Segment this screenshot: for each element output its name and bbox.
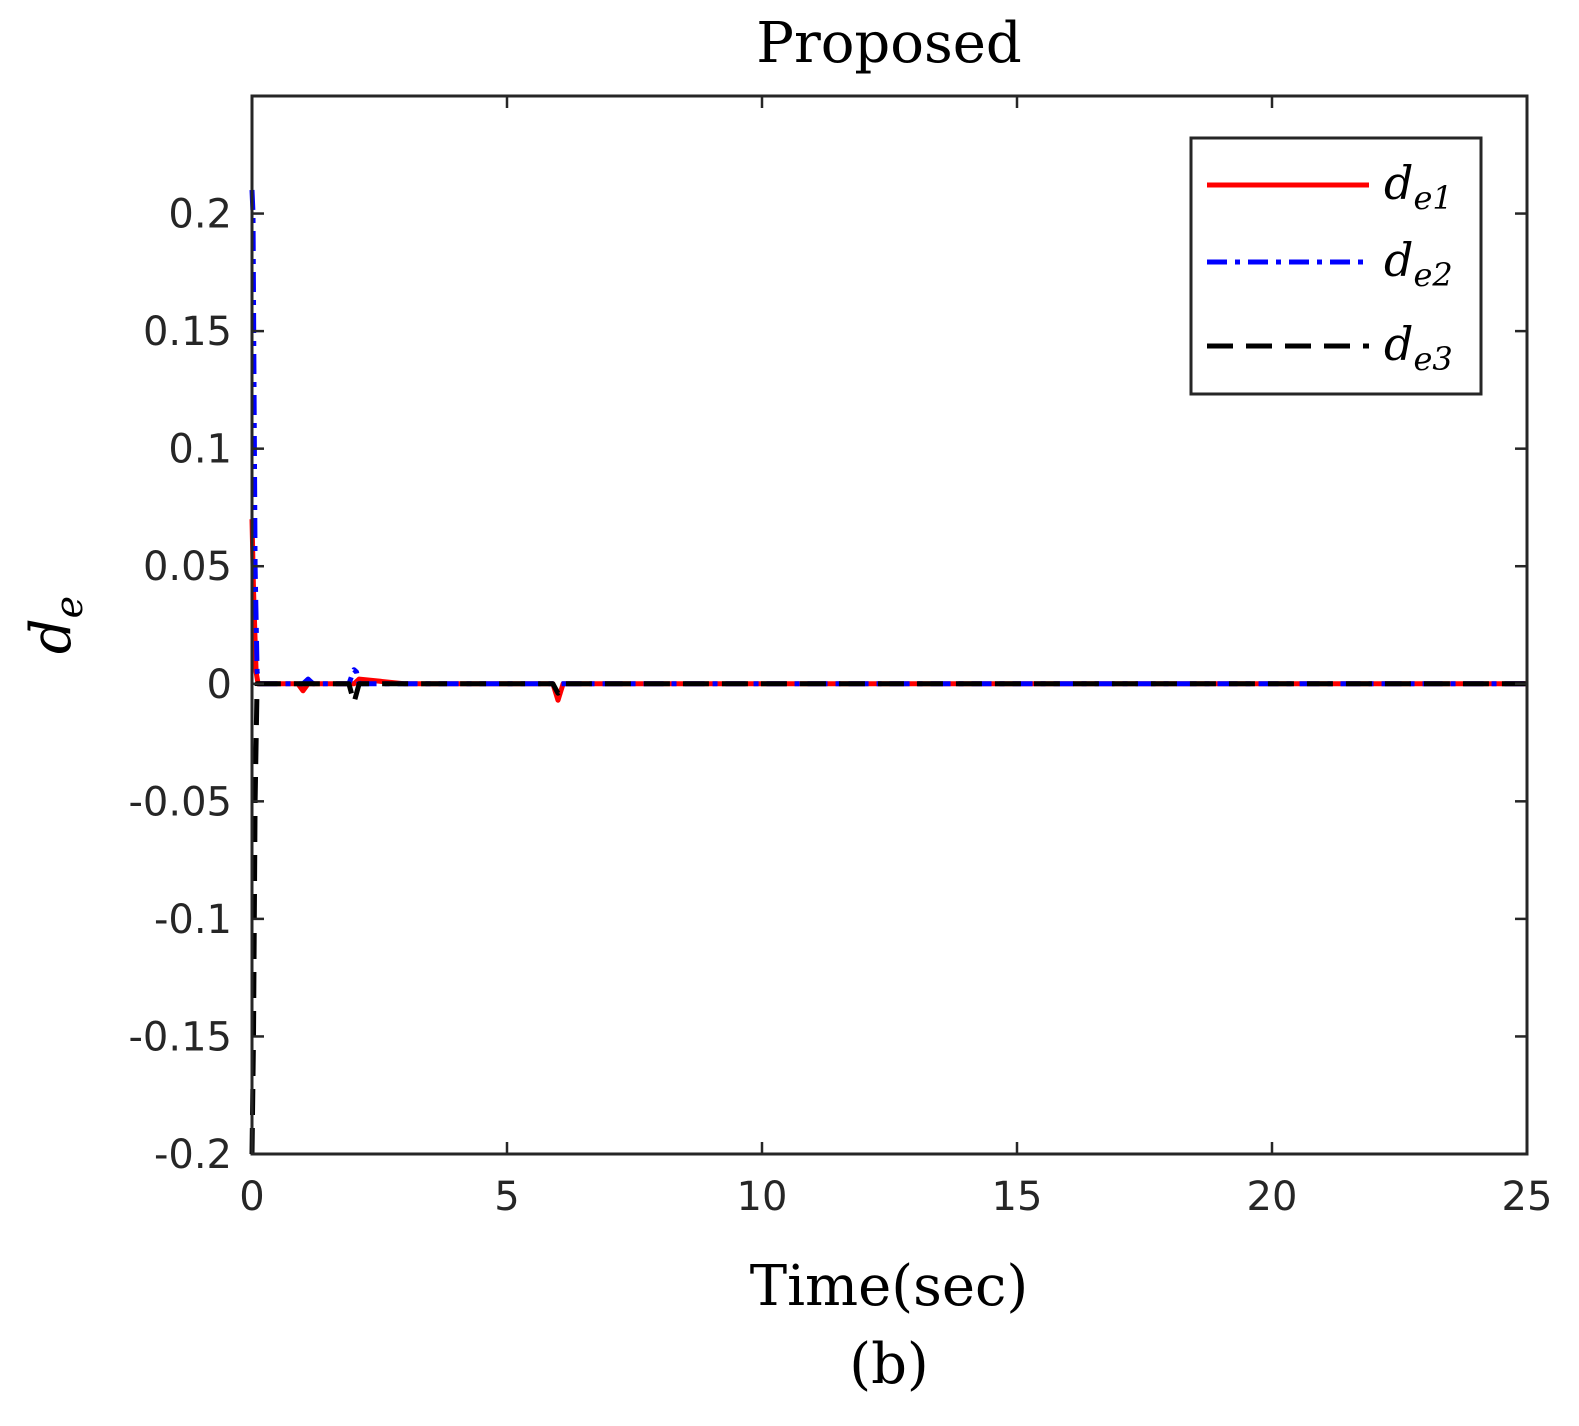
x-tick-label: 0 — [239, 1174, 264, 1220]
tick-layer: 0 5 10 15 20 25 -0.2 -0.15 -0.1 -0.05 0 0.05 0.1 0.15… — [129, 96, 1553, 1220]
y-tick-label: 0 — [207, 662, 232, 708]
x-tick-label: 5 — [494, 1174, 519, 1220]
legend-box — [1189, 136, 1483, 396]
x-tick-label: 10 — [737, 1174, 788, 1220]
legend-label: de3 — [1384, 317, 1453, 378]
y-tick-label: 0.1 — [168, 427, 232, 473]
legend-label: de2 — [1384, 233, 1453, 294]
y-tick-label: -0.1 — [154, 897, 232, 943]
legend-label: de1 — [1384, 156, 1453, 217]
y-axis-label-sub: e — [47, 596, 91, 619]
axes-box — [250, 94, 1529, 1156]
x-tick-label: 20 — [1247, 1174, 1298, 1220]
y-tick-label: -0.15 — [129, 1014, 233, 1060]
y-axis-label: de — [19, 596, 91, 654]
chart-title: Proposed — [756, 11, 1021, 76]
y-tick-label: 0.2 — [168, 192, 232, 238]
y-tick-label: 0.15 — [143, 309, 232, 355]
x-axis-label: Time(sec) — [750, 1254, 1028, 1319]
y-axis-label-base: d — [19, 618, 84, 654]
y-tick-label: 0.05 — [143, 544, 232, 590]
y-tick-label: -0.2 — [154, 1132, 232, 1178]
x-tick-label: 25 — [1502, 1174, 1553, 1220]
y-tick-label: -0.05 — [129, 779, 233, 825]
figure-caption: (b) — [849, 1332, 929, 1397]
x-tick-label: 15 — [992, 1174, 1043, 1220]
legend: de1 de2 de3 — [1189, 136, 1483, 396]
series-line-d-e3 — [249, 681, 1527, 1155]
svg-text:de: de — [19, 596, 91, 654]
